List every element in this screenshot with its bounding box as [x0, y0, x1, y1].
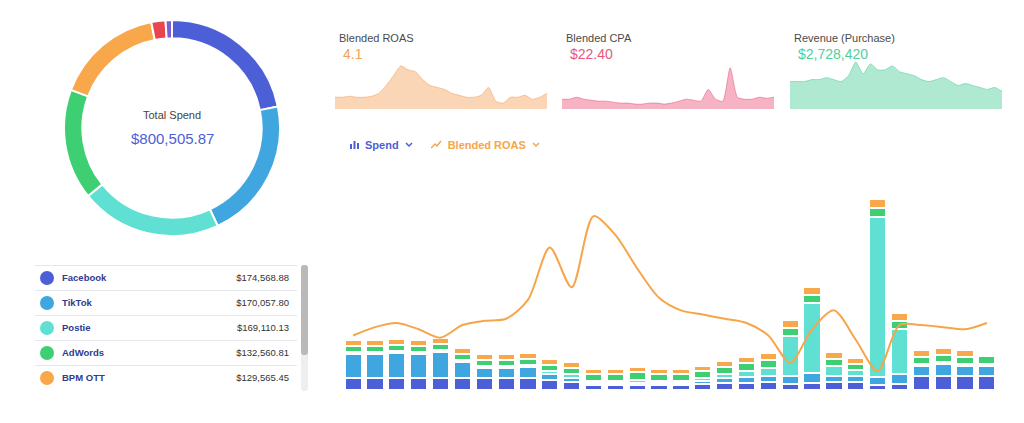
html-text:TikTok: TikTok	[62, 297, 92, 308]
html-text:Blended ROAS: Blended ROAS	[447, 138, 526, 151]
html-text:AdWords: AdWords	[62, 347, 104, 358]
html-text:Spend: Spend	[365, 138, 399, 151]
html-text:$132,560.81: $132,560.81	[236, 347, 289, 358]
html-text:$129,565.45: $129,565.45	[236, 372, 289, 383]
html-text:Facebook: Facebook	[62, 272, 107, 283]
svg-text:Total Spend: Total Spend	[143, 109, 201, 121]
html-text:Postie: Postie	[62, 322, 91, 333]
html-text:$174,568.88: $174,568.88	[236, 272, 289, 283]
html-text:$169,110.13: $169,110.13	[236, 322, 289, 333]
html-text:Revenue (Purchase): Revenue (Purchase)	[794, 32, 895, 44]
html-text:Blended CPA: Blended CPA	[566, 32, 632, 44]
html-text:4.1: 4.1	[343, 46, 363, 62]
html-text:Blended ROAS: Blended ROAS	[339, 32, 414, 44]
html-text:$2,728,420: $2,728,420	[798, 46, 869, 62]
svg-text:$800,505.87: $800,505.87	[131, 130, 214, 147]
html-text:$22.40: $22.40	[570, 46, 613, 62]
html-text:$170,057.80: $170,057.80	[236, 297, 289, 308]
html-text:BPM OTT: BPM OTT	[62, 372, 105, 383]
